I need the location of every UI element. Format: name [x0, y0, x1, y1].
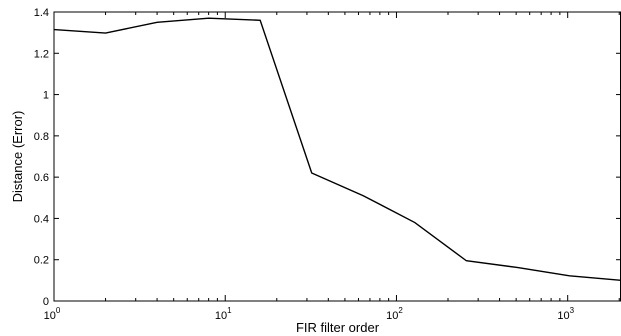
- x-tick-base: 10: [386, 310, 398, 322]
- plot-frame: [54, 12, 621, 301]
- y-tick-label: 0.8: [34, 131, 49, 143]
- y-axis-label: Distance (Error): [10, 111, 25, 203]
- x-tick-exponent: 0: [56, 306, 61, 315]
- x-tick-label: 100: [44, 306, 61, 322]
- x-tick-exponent: 3: [570, 306, 575, 315]
- y-tick-label: 0.6: [34, 172, 49, 184]
- x-tick-label: 101: [215, 306, 232, 322]
- y-tick-label: 1.4: [34, 7, 49, 19]
- axis-ticks: [54, 12, 621, 301]
- y-tick-label: 1: [43, 90, 49, 102]
- y-tick-label: 0.2: [34, 255, 49, 267]
- x-axis-label: FIR filter order: [296, 320, 380, 335]
- y-tick-label: 0.4: [34, 213, 49, 225]
- x-tick-exponent: 1: [227, 306, 232, 315]
- x-tick-exponent: 2: [398, 306, 403, 315]
- y-tick-label: 1.2: [34, 48, 49, 60]
- x-tick-base: 10: [557, 310, 569, 322]
- x-tick-base: 10: [44, 310, 56, 322]
- y-tick-label: 0: [43, 296, 49, 308]
- series-line: [54, 18, 621, 280]
- x-tick-label: 103: [557, 306, 574, 322]
- x-tick-label: 102: [386, 306, 403, 322]
- x-tick-base: 10: [215, 310, 227, 322]
